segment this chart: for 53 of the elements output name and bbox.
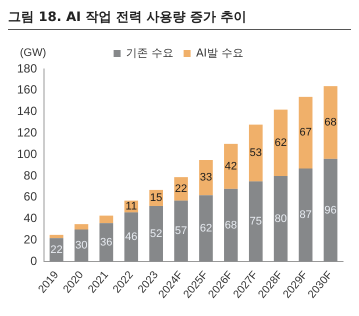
- y-tick-label: 40: [24, 211, 38, 226]
- data-label: 87: [300, 209, 312, 222]
- y-tick-label: 120: [16, 126, 38, 140]
- bar: [124, 212, 138, 262]
- bar: [324, 158, 338, 262]
- y-tick-label: 20: [24, 232, 38, 247]
- bar: [99, 216, 114, 224]
- data-label: 15: [150, 192, 162, 204]
- bar: [274, 110, 288, 176]
- data-label: 67: [300, 126, 312, 139]
- bar: [274, 176, 288, 262]
- data-label: 80: [274, 212, 287, 225]
- data-label: 57: [174, 225, 188, 238]
- y-tick-label: 160: [16, 82, 38, 97]
- data-label: 22: [174, 182, 188, 195]
- data-label: 11: [126, 200, 137, 213]
- y-tick-label: 100: [16, 146, 38, 161]
- data-label: 36: [100, 236, 112, 248]
- bar: [248, 124, 263, 182]
- data-label: 68: [224, 219, 238, 232]
- data-label: 53: [250, 147, 262, 160]
- bar: [199, 195, 213, 262]
- bar: [298, 96, 312, 169]
- y-tick-label: 0: [30, 254, 38, 268]
- y-tick-label: 60: [24, 190, 38, 204]
- bar: [224, 144, 238, 189]
- bar: [50, 234, 64, 238]
- data-label: 46: [125, 231, 138, 244]
- y-tick-label: 80: [24, 168, 38, 182]
- data-label: 96: [324, 204, 337, 216]
- bar: [174, 200, 188, 262]
- y-tick-label: 140: [16, 104, 38, 118]
- data-label: 62: [200, 222, 212, 234]
- data-label: 22: [50, 244, 63, 256]
- data-label: 75: [250, 216, 262, 228]
- bar: [324, 86, 338, 159]
- data-label: 42: [224, 160, 238, 172]
- bar: [298, 168, 312, 262]
- bar: [224, 188, 238, 262]
- legend-label: AI발 수요: [196, 46, 244, 60]
- data-label: 52: [150, 228, 162, 240]
- bar: [149, 206, 163, 262]
- data-label: 62: [274, 136, 287, 149]
- bar: [248, 181, 263, 262]
- data-label: 30: [75, 240, 88, 252]
- data-label: 68: [324, 116, 337, 129]
- bar: [199, 160, 213, 196]
- bar: [74, 224, 88, 230]
- chart-title: 그림 18. AI 작업 전력 사용량 증가 추이: [8, 8, 351, 30]
- data-label: 33: [200, 172, 212, 184]
- y-tick-label: 180: [16, 61, 38, 76]
- y-axis-title: (GW): [20, 47, 46, 60]
- legend-label: 기존 수요: [126, 46, 174, 60]
